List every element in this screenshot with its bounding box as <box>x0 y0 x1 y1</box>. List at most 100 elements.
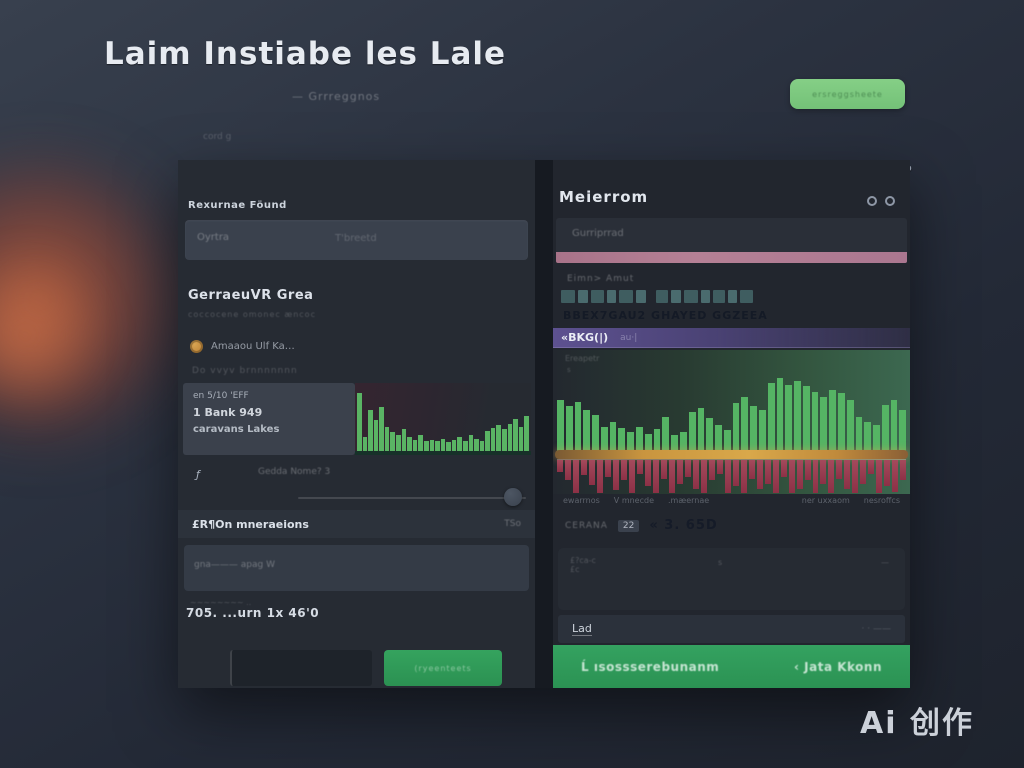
bar-up <box>451 440 457 451</box>
panel-toolbar <box>867 196 895 206</box>
bar-down <box>828 460 835 493</box>
bar-up <box>357 393 362 451</box>
bar-down <box>724 460 731 493</box>
segment-block <box>607 290 616 303</box>
bottom-input-field[interactable] <box>230 650 372 686</box>
meta-row: Eimn> Amut <box>567 274 635 284</box>
bar-up <box>627 431 635 452</box>
bar-up <box>785 384 793 452</box>
bar-down <box>868 460 875 474</box>
bar-down <box>796 460 803 490</box>
faint-divider-text: ~~~~~~~~ .. <box>190 598 252 607</box>
bar-up <box>653 429 661 452</box>
bar-up <box>706 418 714 452</box>
bar-down <box>596 460 603 493</box>
bar-down <box>644 460 651 487</box>
app-window: Rexurnae Föund Oyrtra T'breetd GerraeuVR… <box>178 160 910 688</box>
bar-up <box>435 441 440 451</box>
bar-down <box>788 460 795 493</box>
chart-corner-label: Ereapetr <box>565 354 600 363</box>
bar-down <box>876 460 883 493</box>
bar-up <box>820 396 828 452</box>
bar-up <box>368 410 373 451</box>
bar-up <box>723 430 731 452</box>
segment-block <box>636 290 646 303</box>
section-title: GerraeuVR Grea <box>188 288 314 303</box>
slider-knob[interactable] <box>504 488 522 506</box>
bar-up <box>565 405 573 452</box>
selected-row-label: «BKG(|) <box>561 331 609 344</box>
bar-up <box>864 421 872 452</box>
bar-down <box>628 460 635 493</box>
user-row-label: Amaaou Ulf Ka… <box>211 341 295 352</box>
bar-up <box>671 435 678 452</box>
primary-cta-button[interactable]: ersreggsheete <box>790 79 905 109</box>
bar-down <box>884 460 891 487</box>
left-waveform-chart <box>355 383 531 455</box>
bar-down <box>668 460 675 493</box>
bar-up <box>513 419 518 451</box>
segment-blocks <box>561 290 753 303</box>
primary-cta-label: ersreggsheete <box>812 89 883 99</box>
bar-down <box>652 460 659 493</box>
slider-track[interactable] <box>298 497 526 499</box>
bar-up <box>379 406 384 451</box>
bar-down <box>812 460 819 493</box>
footer-left-button[interactable]: Ĺ ısossserebunanm <box>581 659 720 674</box>
bar-up <box>429 440 435 451</box>
bar-up <box>697 408 705 452</box>
tick-group-left: ewarrnos V mnecde .mæernae <box>563 496 709 505</box>
bar-up <box>776 378 784 452</box>
left-chart-block: en 5/10 'EFF 1 Bank 949 caravans Lakes <box>183 383 531 455</box>
bar-up <box>507 423 513 451</box>
selected-list-row[interactable]: «BKG(|) au·| <box>553 328 910 348</box>
user-row[interactable]: Amaaou Ulf Ka… <box>190 340 295 353</box>
selected-row-hint: au·| <box>620 332 638 343</box>
bar-down <box>692 460 699 490</box>
more-circle-icon[interactable] <box>885 196 895 206</box>
message-input-row[interactable]: Lad · · —— <box>558 615 905 643</box>
bar-down <box>612 460 619 491</box>
ai-watermark: Ai 创作 <box>860 706 974 741</box>
bar-down <box>580 460 587 475</box>
bar-up <box>750 405 757 452</box>
left-confirm-button[interactable]: (ryeenteets <box>384 650 502 686</box>
chart-corner-sub: s <box>567 366 571 374</box>
detail-box: £?ca-c £c s — <box>558 548 905 610</box>
bar-down <box>740 460 747 493</box>
bar-down <box>620 460 627 481</box>
bar-up <box>468 435 474 451</box>
status-field-text: Gurriprrad <box>572 228 624 239</box>
bar-down <box>820 460 827 484</box>
segment-group <box>656 290 753 303</box>
function-icon: ƒ <box>196 468 200 481</box>
bar-up <box>644 433 652 452</box>
interactions-label: £R¶On mneraeions <box>192 517 309 531</box>
bar-up <box>362 437 368 451</box>
bar-down <box>732 460 739 487</box>
bar-down <box>772 460 779 493</box>
interactions-row[interactable]: £R¶On mneraeions TSo <box>178 510 535 538</box>
stats-row-label: CERANA <box>565 520 608 531</box>
bar-up <box>390 431 396 451</box>
bar-up <box>373 420 379 451</box>
bar-down <box>700 460 707 493</box>
note-text: gna——— apag W <box>194 560 276 570</box>
status-field[interactable]: Gurriprrad <box>556 218 907 252</box>
bar-up <box>583 410 591 452</box>
segment-block <box>713 290 725 303</box>
search-placeholder-left: Oyrtra <box>197 232 230 243</box>
bar-down <box>892 460 899 493</box>
note-textarea[interactable]: gna——— apag W <box>184 545 529 591</box>
bar-up <box>662 416 670 452</box>
bar-up <box>446 442 451 451</box>
info-circle-icon[interactable] <box>867 196 877 206</box>
footer-right-button[interactable]: ‹ Jata Kkonn <box>794 659 882 674</box>
bar-down <box>564 460 571 481</box>
bar-down <box>604 460 611 478</box>
bar-down <box>852 460 859 493</box>
bar-up <box>679 431 687 452</box>
segment-block <box>656 290 668 303</box>
search-input[interactable]: Oyrtra T'breetd <box>185 220 528 260</box>
